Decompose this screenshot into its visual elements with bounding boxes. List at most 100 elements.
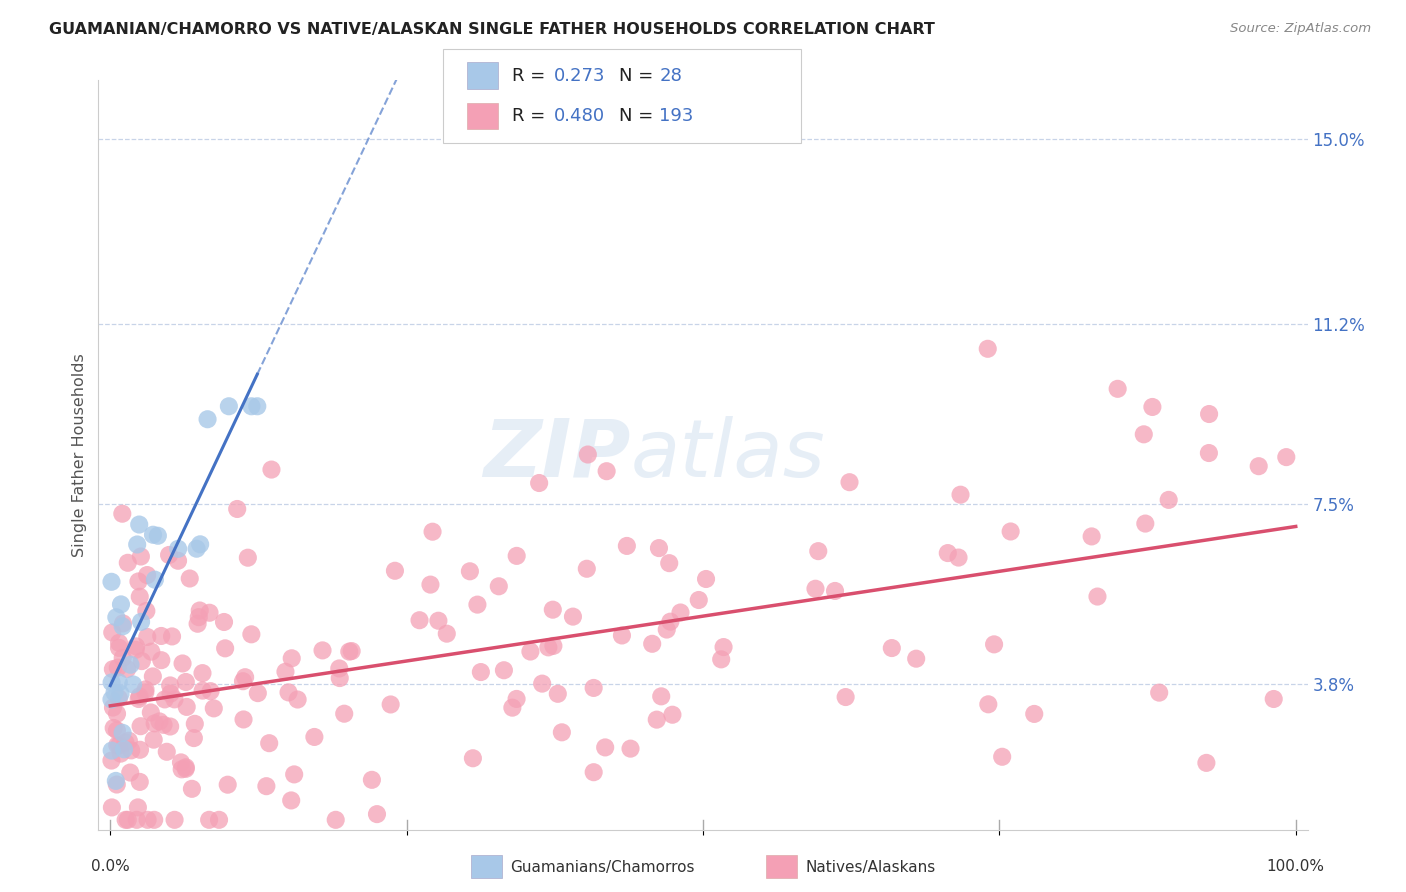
Point xyxy=(991,749,1014,764)
Point xyxy=(669,606,692,620)
Point xyxy=(148,714,170,729)
Text: 0.0%: 0.0% xyxy=(91,859,129,874)
Text: R =: R = xyxy=(512,107,551,125)
Point xyxy=(112,742,135,756)
Point xyxy=(650,690,672,704)
Point xyxy=(212,615,235,629)
Point xyxy=(129,615,152,629)
Point xyxy=(1275,450,1298,464)
Point xyxy=(214,641,236,656)
Point xyxy=(593,740,616,755)
Point xyxy=(179,572,201,586)
Point xyxy=(325,813,347,827)
Point xyxy=(422,524,444,539)
Point xyxy=(246,399,269,413)
Point xyxy=(232,674,254,689)
Point xyxy=(543,639,565,653)
Point xyxy=(519,644,541,658)
Point xyxy=(807,544,830,558)
Point xyxy=(101,625,124,640)
Point xyxy=(174,675,197,690)
Point xyxy=(240,399,263,413)
Point xyxy=(128,517,150,532)
Point xyxy=(160,629,183,643)
Point xyxy=(217,778,239,792)
Point xyxy=(977,342,1000,356)
Point xyxy=(488,579,510,593)
Point xyxy=(287,692,309,706)
Point xyxy=(619,741,641,756)
Point xyxy=(1080,529,1102,543)
Point xyxy=(142,669,165,683)
Text: Natives/Alaskans: Natives/Alaskans xyxy=(806,860,936,874)
Point xyxy=(198,813,221,827)
Point xyxy=(136,813,159,827)
Point xyxy=(337,644,360,658)
Point xyxy=(101,800,124,814)
Point xyxy=(1000,524,1022,539)
Point xyxy=(142,732,165,747)
Point xyxy=(125,642,148,657)
Point xyxy=(100,675,122,690)
Point xyxy=(167,541,190,556)
Point xyxy=(105,778,128,792)
Point xyxy=(100,574,122,589)
Text: 100.0%: 100.0% xyxy=(1267,859,1324,874)
Point xyxy=(170,756,193,770)
Point xyxy=(117,556,139,570)
Point xyxy=(174,760,197,774)
Point xyxy=(111,507,134,521)
Point xyxy=(905,651,928,665)
Point xyxy=(260,462,283,476)
Point xyxy=(105,610,128,624)
Point xyxy=(340,644,363,658)
Point xyxy=(125,640,148,654)
Point xyxy=(436,626,458,640)
Point xyxy=(143,716,166,731)
Point xyxy=(115,662,138,676)
Point xyxy=(120,743,142,757)
Point xyxy=(100,743,122,757)
Point xyxy=(838,475,860,490)
Point xyxy=(103,685,125,699)
Point xyxy=(658,556,681,570)
Point xyxy=(1247,459,1270,474)
Point xyxy=(695,572,717,586)
Point xyxy=(804,582,827,596)
Text: 0.480: 0.480 xyxy=(554,107,605,125)
Point xyxy=(111,616,134,631)
Point xyxy=(103,721,125,735)
Point xyxy=(1107,382,1129,396)
Point xyxy=(176,699,198,714)
Point xyxy=(880,641,903,656)
Point xyxy=(108,636,131,650)
Point xyxy=(1147,685,1170,699)
Point xyxy=(1198,407,1220,421)
Text: Guamanians/Chamorros: Guamanians/Chamorros xyxy=(510,860,695,874)
Point xyxy=(129,549,152,564)
Point xyxy=(328,661,350,675)
Point xyxy=(100,754,122,768)
Point xyxy=(834,690,856,704)
Point xyxy=(105,738,128,752)
Point xyxy=(125,813,148,827)
Point xyxy=(329,671,352,685)
Point xyxy=(198,606,221,620)
Point xyxy=(141,645,163,659)
Point xyxy=(127,800,149,814)
Point xyxy=(949,488,972,502)
Point xyxy=(218,399,240,413)
Point xyxy=(157,548,180,562)
Point xyxy=(582,765,605,780)
Point xyxy=(983,637,1005,651)
Text: 0.273: 0.273 xyxy=(554,67,606,85)
Point xyxy=(136,568,159,582)
Point xyxy=(118,733,141,747)
Point xyxy=(202,701,225,715)
Point xyxy=(977,698,1000,712)
Point xyxy=(153,692,176,706)
Point xyxy=(127,574,149,589)
Point xyxy=(159,678,181,692)
Point xyxy=(139,706,162,720)
Point xyxy=(108,691,131,706)
